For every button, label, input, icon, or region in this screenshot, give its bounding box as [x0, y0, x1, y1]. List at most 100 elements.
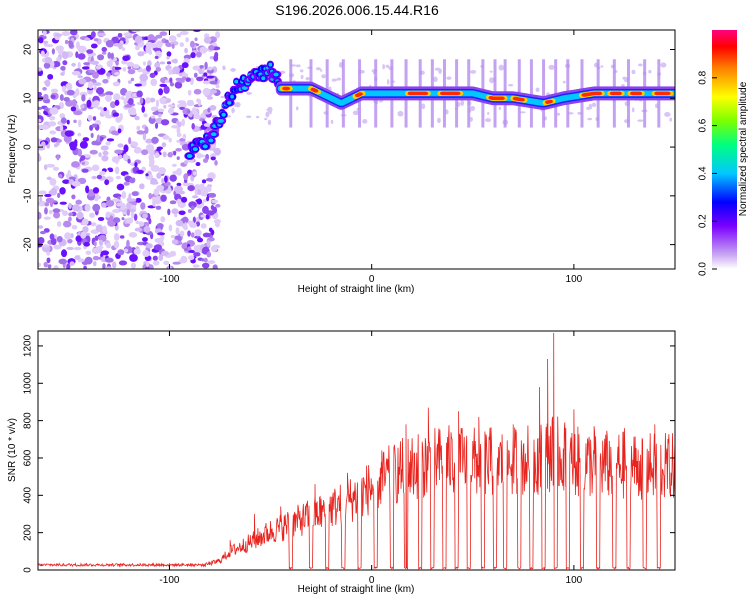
noise-blob	[91, 247, 101, 254]
noise-blob	[209, 105, 217, 111]
noise-blob	[128, 137, 132, 145]
noise-blob	[115, 175, 121, 180]
noise-blob	[195, 98, 201, 103]
noise-blob	[80, 231, 87, 239]
noise-blob	[113, 240, 120, 249]
faint-blob	[385, 64, 390, 68]
noise-blob	[123, 144, 129, 153]
noise-blob	[93, 241, 97, 247]
noise-blob	[80, 104, 85, 109]
noise-blob	[58, 258, 68, 265]
noise-blob	[92, 203, 101, 212]
noise-blob	[159, 31, 168, 36]
noise-blob	[112, 65, 116, 74]
noise-blob	[161, 177, 165, 184]
noise-blob	[150, 78, 158, 87]
noise-blob	[184, 247, 189, 252]
noise-blob	[141, 149, 149, 156]
noise-blob	[134, 161, 138, 168]
noise-blob	[69, 261, 75, 266]
noise-blob	[61, 85, 66, 93]
noise-blob	[60, 72, 65, 76]
noise-blob	[49, 130, 57, 135]
noise-blob	[166, 61, 172, 65]
faint-blob	[230, 68, 236, 72]
noise-blob	[75, 51, 79, 59]
noise-blob	[61, 249, 68, 258]
noise-blob	[105, 94, 112, 102]
faint-blob	[587, 117, 593, 121]
noise-blob	[107, 51, 112, 59]
noise-blob	[196, 76, 204, 82]
noise-blob	[112, 81, 120, 87]
noise-blob	[196, 51, 202, 58]
noise-blob	[59, 113, 66, 119]
noise-blob	[142, 213, 148, 219]
noise-blob	[102, 150, 109, 156]
noise-blob	[123, 181, 130, 186]
noise-blob	[148, 218, 152, 225]
snr-y-axis-label: SNR (10 * v/v)	[7, 418, 18, 482]
noise-blob	[202, 87, 211, 96]
noise-blob	[192, 216, 196, 224]
noise-blob	[162, 135, 170, 140]
faint-blob	[267, 106, 273, 113]
noise-blob	[92, 82, 102, 86]
line-peak	[423, 91, 429, 96]
noise-blob	[72, 99, 77, 107]
line-peak	[637, 91, 643, 96]
line-peak	[665, 91, 671, 96]
noise-blob	[135, 197, 142, 203]
noise-blob	[68, 176, 76, 180]
noise-blob	[38, 190, 47, 195]
noise-blob	[81, 161, 86, 165]
faint-blob	[485, 118, 492, 123]
noise-blob	[75, 41, 80, 50]
noise-blob	[131, 191, 139, 197]
noise-blob	[82, 137, 90, 142]
noise-blob	[188, 201, 197, 209]
noise-blob	[73, 246, 82, 251]
noise-blob	[118, 154, 123, 159]
noise-blob	[42, 86, 47, 91]
faint-blob	[487, 111, 490, 115]
noise-blob	[140, 202, 146, 210]
noise-blob	[71, 161, 80, 168]
noise-blob	[60, 65, 66, 71]
noise-blob	[163, 181, 171, 187]
noise-blob	[197, 237, 204, 243]
noise-blob	[56, 220, 62, 227]
noise-blob	[177, 100, 186, 104]
noise-blob	[201, 262, 210, 269]
noise-blob	[38, 67, 43, 72]
noise-blob	[205, 210, 215, 216]
noise-blob	[133, 213, 138, 221]
noise-blob	[121, 190, 127, 199]
noise-blob	[76, 211, 84, 220]
noise-blob	[102, 225, 107, 234]
noise-blob	[199, 65, 204, 69]
noise-blob	[142, 61, 146, 66]
noise-blob	[113, 93, 121, 101]
noise-blob	[114, 99, 120, 106]
noise-blob	[75, 199, 82, 205]
noise-blob	[169, 250, 177, 257]
noise-blob	[44, 202, 50, 207]
noise-blob	[66, 89, 75, 96]
y-tick-label: 0	[23, 144, 34, 150]
noise-blob	[127, 66, 132, 70]
noise-blob	[49, 115, 56, 121]
noise-blob	[80, 155, 86, 161]
noise-blob	[67, 169, 71, 176]
noise-blob	[139, 183, 145, 190]
noise-blob	[53, 265, 59, 269]
noise-blob	[202, 158, 209, 163]
noise-blob	[179, 42, 185, 48]
faint-blob	[669, 117, 673, 122]
noise-blob	[123, 32, 133, 37]
noise-blob	[190, 205, 195, 211]
faint-blob	[637, 119, 644, 122]
noise-blob	[59, 187, 66, 195]
noise-blob	[157, 108, 165, 113]
noise-blob	[43, 261, 48, 268]
